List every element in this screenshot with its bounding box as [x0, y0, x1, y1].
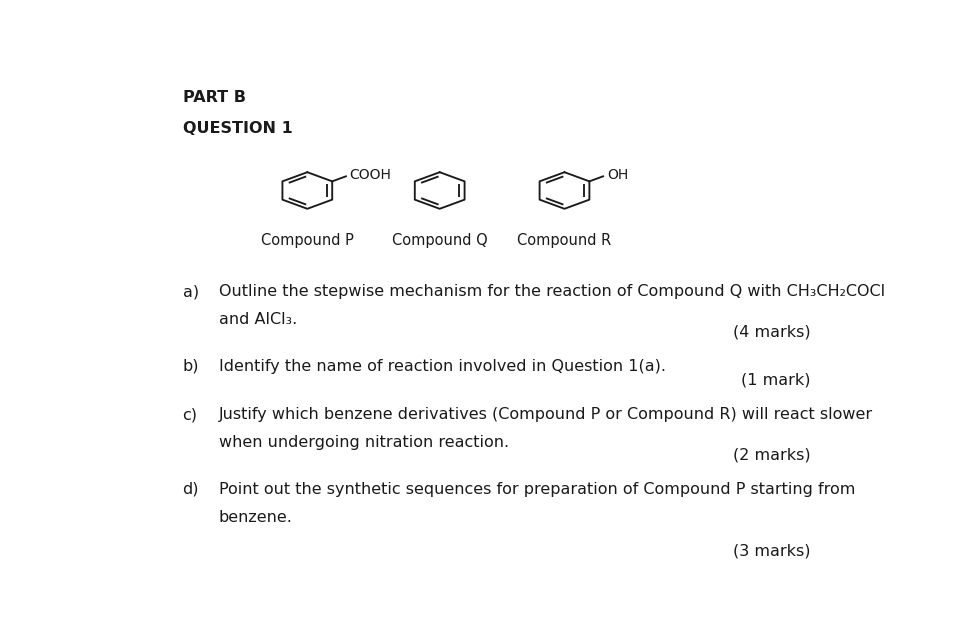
Text: OH: OH — [607, 168, 629, 182]
Text: Justify which benzene derivatives (Compound P or Compound R) will react slower: Justify which benzene derivatives (Compo… — [219, 407, 873, 422]
Text: (3 marks): (3 marks) — [733, 543, 810, 558]
Text: when undergoing nitration reaction.: when undergoing nitration reaction. — [219, 435, 508, 450]
Text: benzene.: benzene. — [219, 509, 293, 524]
Text: COOH: COOH — [349, 168, 391, 182]
Text: Compound R: Compound R — [517, 233, 612, 248]
Text: Compound P: Compound P — [261, 233, 353, 248]
Text: c): c) — [183, 407, 197, 422]
Text: b): b) — [183, 359, 199, 374]
Text: and AlCl₃.: and AlCl₃. — [219, 312, 297, 328]
Text: Compound Q: Compound Q — [391, 233, 488, 248]
Text: Identify the name of reaction involved in Question 1(a).: Identify the name of reaction involved i… — [219, 359, 666, 374]
Text: (2 marks): (2 marks) — [733, 447, 810, 462]
Text: a): a) — [183, 284, 199, 299]
Text: d): d) — [183, 482, 199, 497]
Text: Point out the synthetic sequences for preparation of Compound P starting from: Point out the synthetic sequences for pr… — [219, 482, 855, 497]
Text: QUESTION 1: QUESTION 1 — [183, 121, 292, 136]
Text: (1 mark): (1 mark) — [741, 372, 810, 388]
Text: Outline the stepwise mechanism for the reaction of Compound Q with CH₃CH₂COCl: Outline the stepwise mechanism for the r… — [219, 284, 885, 299]
Text: (4 marks): (4 marks) — [733, 324, 810, 339]
Text: PART B: PART B — [183, 91, 246, 106]
